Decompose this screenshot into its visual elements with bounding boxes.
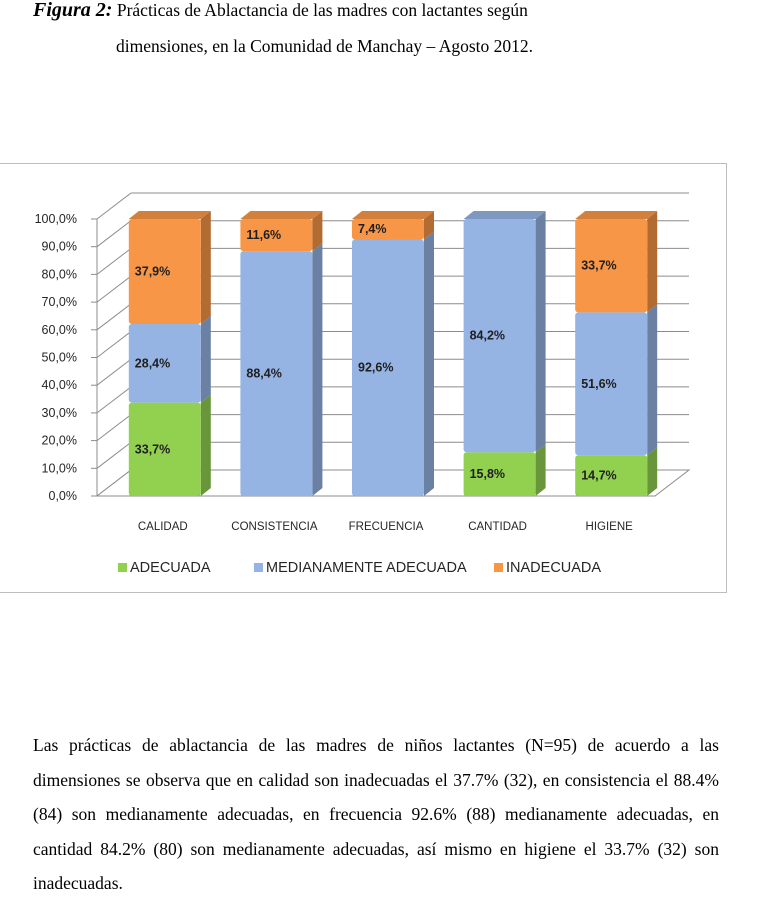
bar-segment [352,219,424,240]
x-tick-label: FRECUENCIA [349,521,424,533]
y-tick-label: 0,0% [49,489,78,503]
x-tick-label: HIGIENE [586,521,634,533]
gridline-side [96,275,132,303]
y-tick-label: 20,0% [42,434,77,448]
data-label: 33,7% [135,442,170,456]
legend-swatch [118,563,127,572]
y-tick-label: 100,0% [35,212,77,226]
legend-label: INADECUADA [506,560,601,576]
chart-frame: 0,0% 10,0% 20,0% 30,0% 40,0% 50,0% 60,0% 70,0% 8… [0,163,727,593]
bar-side [200,315,211,403]
x-tick-label: CONSISTENCIA [231,521,318,533]
data-label: 15,8% [470,467,505,481]
bar-top [128,211,211,219]
bar-segment [128,402,201,496]
bar-side [647,447,658,496]
bar-segment [575,455,648,496]
gridline-side [96,248,132,275]
bar-segment [240,219,313,252]
bar-segment [575,312,648,456]
figure-label: Figura 2: [33,0,113,21]
legend-label: MEDIANAMENTE ADECUADA [266,560,467,576]
y-tick-label: 70,0% [42,295,77,309]
stacked-bar-chart: 0,0% 10,0% 20,0% 30,0% 40,0% 50,0% 60,0% 70,0% 8… [35,192,691,576]
bar-side [200,394,211,496]
bar-top [463,211,546,219]
data-label: 14,7% [581,469,616,483]
bar-side [424,211,434,240]
bar-side [312,243,323,496]
bar-side [200,211,211,324]
gridline-side [96,441,132,469]
legend-swatch [254,563,263,572]
figure-caption: Figura 2: Prácticas de Ablactancia de la… [0,0,781,64]
gridline-side [96,358,132,386]
bar-top [352,211,434,219]
bar-side [535,444,546,496]
gridline-side [96,220,132,248]
legend-swatch [494,563,503,572]
bar-segment [463,452,536,496]
bar-segment [463,219,536,453]
bar-side [535,211,546,453]
bar-side [647,211,658,313]
legend-label: ADECUADA [130,560,211,576]
y-tick-label: 10,0% [42,461,77,475]
bar-top [240,211,323,219]
y-tick-label: 90,0% [42,240,77,254]
gridline-side [96,386,132,414]
y-tick-label: 50,0% [42,351,77,365]
x-tick-label: CANTIDAD [468,521,527,533]
y-tick-label: 30,0% [42,406,77,420]
body-paragraph: Las prácticas de ablactancia de las madr… [33,735,719,893]
bar-segment [575,219,648,313]
bar-side [424,231,434,497]
bar-segment [128,219,201,324]
caption-line-1: Figura 2: Prácticas de Ablactancia de la… [0,0,781,28]
y-tick-label: 40,0% [42,378,77,392]
caption-line-2: dimensiones, en la Comunidad de Manchay … [116,36,534,56]
caption-text-1: Prácticas de Ablactancia de las madres c… [112,0,528,20]
data-label: 88,4% [246,367,281,381]
data-label: 37,9% [135,264,170,278]
data-label: 51,6% [581,377,616,391]
gridline-side [96,331,132,358]
data-label: 33,7% [581,259,616,273]
bar-side [312,211,323,252]
bar-segment [352,239,424,497]
bar-segment [128,323,201,403]
bar-top [575,211,658,219]
data-label: 28,4% [135,356,170,370]
data-label: 84,2% [470,329,505,343]
y-tick-label: 80,0% [42,267,77,281]
gridline-side [96,414,132,441]
y-tick-label: 60,0% [42,323,77,337]
data-label: 7,4% [358,222,387,236]
data-label: 92,6% [358,361,393,375]
gridline-side [96,303,132,331]
bar-segment [240,251,313,496]
gridline-side [96,192,132,220]
x-tick-label: CALIDAD [138,521,188,533]
bar-side [647,304,658,456]
data-label: 11,6% [246,228,281,242]
